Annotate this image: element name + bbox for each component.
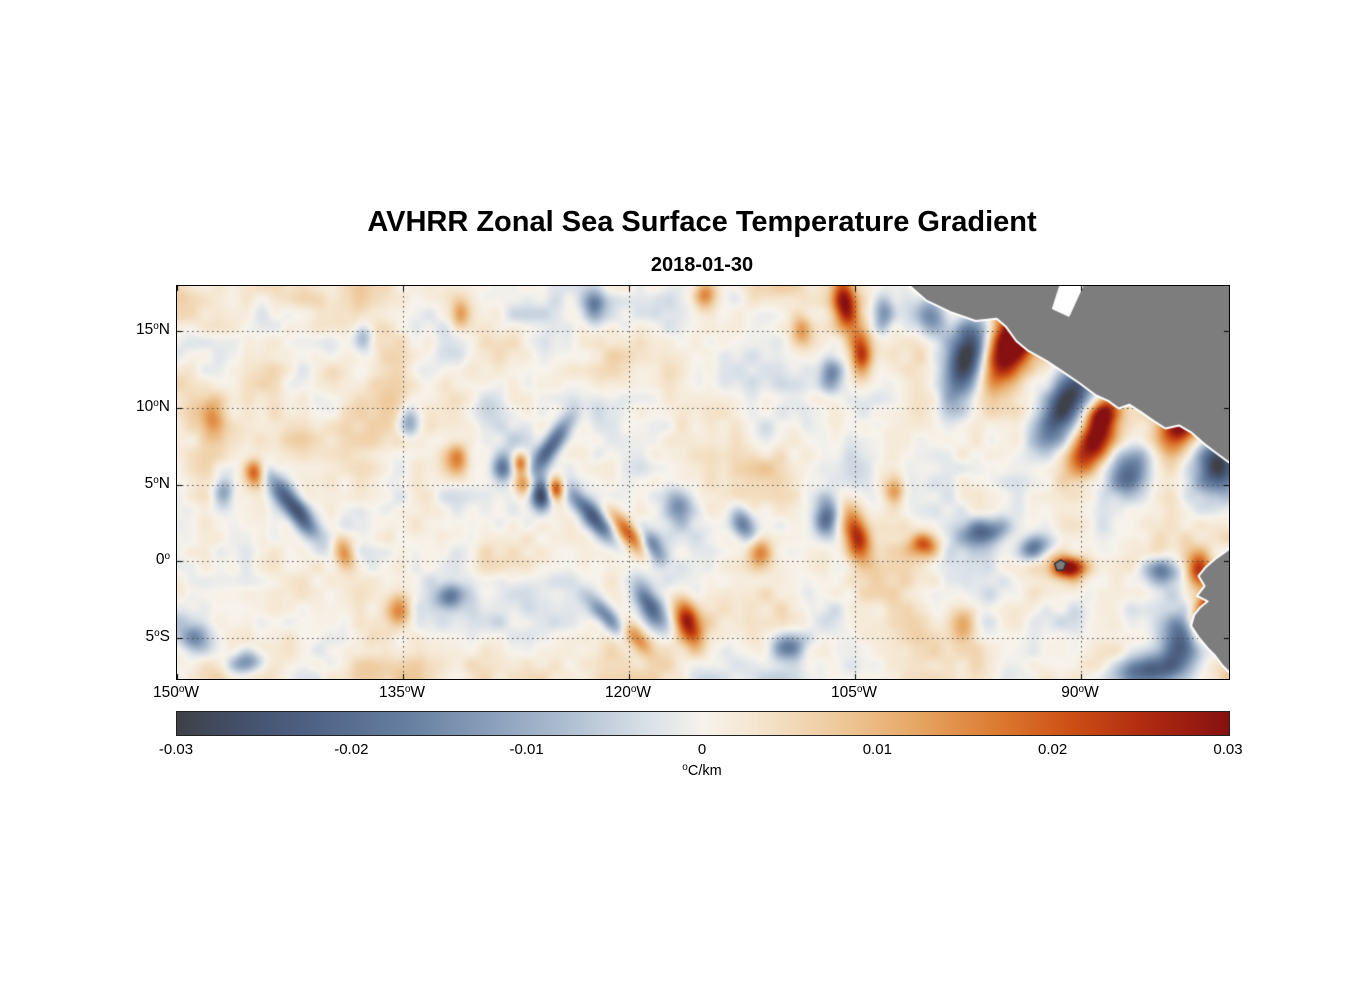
colorbar-unit-label: oC/km (176, 762, 1228, 780)
degree-symbol: o (856, 684, 863, 695)
degree-symbol: o (178, 684, 185, 695)
degree-symbol: o (154, 628, 160, 640)
y-axis-tick-label: 0o (155, 551, 170, 569)
colorbar-tick-label: 0.03 (1213, 741, 1243, 758)
y-axis-tick-label: 5oN (144, 474, 170, 492)
colorbar-gradient-canvas (177, 712, 1229, 735)
colorbar-tick-label: 0.02 (1038, 741, 1068, 758)
degree-symbol: o (153, 397, 159, 409)
colorbar-tick-label: -0.02 (334, 741, 369, 758)
colorbar-tick-label: 0.01 (862, 741, 892, 758)
colorbar-tick-label: 0 (697, 741, 707, 758)
degree-symbol: o (164, 551, 170, 563)
colorbar-unit-text: C/km (687, 763, 722, 779)
colorbar (176, 711, 1230, 736)
x-axis-tick-label: 105oW (830, 684, 878, 701)
degree-symbol: o (153, 320, 159, 332)
degree-symbol: o (404, 684, 411, 695)
x-axis-tick-label: 120oW (604, 684, 652, 701)
degree-symbol: o (1078, 684, 1085, 695)
degree-symbol: o (153, 474, 159, 486)
chart-date-subtitle: 2018-01-30 (650, 254, 754, 276)
colorbar-tick-label: -0.03 (158, 741, 194, 758)
sst-gradient-heatmap-canvas (177, 286, 1229, 679)
x-axis-tick-label: 90oW (1061, 684, 1099, 701)
y-axis-tick-label: 15oN (135, 320, 170, 338)
x-axis-tick-label: 150oW (152, 684, 200, 701)
x-axis-tick-label: 135oW (378, 684, 426, 701)
degree-symbol: o (682, 762, 688, 773)
degree-symbol: o (630, 684, 637, 695)
y-axis-tick-label: 5oS (145, 628, 170, 646)
map-plot-area (176, 285, 1230, 680)
colorbar-tick-label: -0.01 (509, 741, 544, 758)
chart-title: AVHRR Zonal Sea Surface Temperature Grad… (367, 206, 1037, 238)
y-axis-tick-label: 10oN (135, 397, 170, 415)
